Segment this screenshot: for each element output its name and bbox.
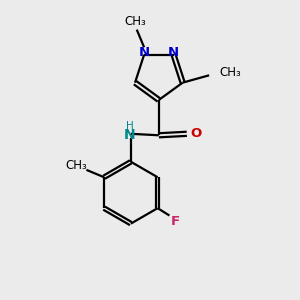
Text: O: O [190, 127, 202, 140]
Text: F: F [171, 215, 180, 228]
Text: CH₃: CH₃ [219, 66, 241, 79]
Text: N: N [124, 128, 135, 142]
Text: N: N [139, 46, 150, 59]
Text: H: H [125, 121, 133, 131]
Text: CH₃: CH₃ [65, 159, 87, 172]
Text: CH₃: CH₃ [124, 15, 146, 28]
Text: N: N [168, 46, 179, 59]
